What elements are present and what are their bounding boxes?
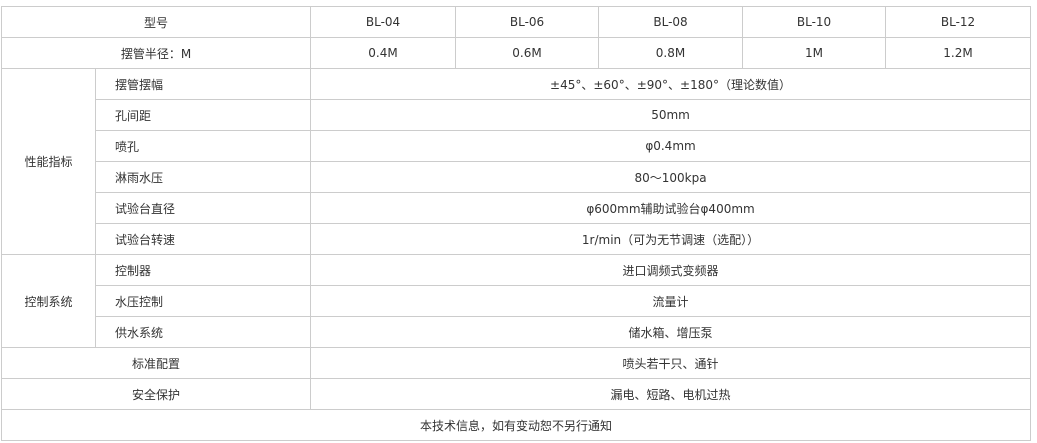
row-label: 孔间距 <box>94 99 312 131</box>
model-cell: BL-06 <box>455 6 600 38</box>
table-row: 试验台转速 1r/min（可为无节调速（选配）） <box>2 223 1032 255</box>
row-label: 供水系统 <box>94 316 312 348</box>
row-value: 80～100kpa <box>310 161 1032 193</box>
model-cell: BL-10 <box>742 6 887 38</box>
row-value: 50mm <box>310 99 1032 131</box>
row-value: φ0.4mm <box>310 130 1032 162</box>
radius-cell: 1M <box>742 37 887 69</box>
table-row: 供水系统 储水箱、增压泵 <box>2 316 1032 348</box>
safety-row: 安全保护 漏电、短路、电机过热 <box>0 378 1032 410</box>
standard-value: 喷头若干只、通针 <box>310 347 1032 379</box>
radius-cell: 0.6M <box>455 37 600 69</box>
row-label: 试验台转速 <box>94 223 312 255</box>
table-row: 喷孔 φ0.4mm <box>2 130 1032 162</box>
table-row: 淋雨水压 80～100kpa <box>2 161 1032 193</box>
safety-label: 安全保护 <box>0 378 312 410</box>
model-cell: BL-04 <box>310 6 457 38</box>
footer-note: 本技术信息，如有变动恕不另行通知 <box>0 409 1032 441</box>
table-row: 孔间距 50mm <box>2 99 1032 131</box>
model-row: 型号 BL-04 BL-06 BL-08 BL-10 BL-12 <box>0 6 1032 38</box>
row-value: ±45°、±60°、±90°、±180°（理论数值） <box>310 68 1032 100</box>
row-value: 流量计 <box>310 285 1032 317</box>
radius-cell: 1.2M <box>885 37 1032 69</box>
spec-table: 型号 BL-04 BL-06 BL-08 BL-10 BL-12 摆管半径：M … <box>0 6 1032 441</box>
model-cell: BL-08 <box>598 6 744 38</box>
row-value: 储水箱、增压泵 <box>310 316 1032 348</box>
radius-cell: 0.8M <box>598 37 744 69</box>
standard-label: 标准配置 <box>0 347 312 379</box>
model-label: 型号 <box>0 6 312 38</box>
radius-label: 摆管半径：M <box>0 37 312 69</box>
row-value: φ600mm辅助试验台φ400mm <box>310 192 1032 224</box>
model-cell: BL-12 <box>885 6 1032 38</box>
radius-row: 摆管半径：M 0.4M 0.6M 0.8M 1M 1.2M <box>0 37 1032 69</box>
row-label: 控制器 <box>94 254 312 286</box>
safety-value: 漏电、短路、电机过热 <box>310 378 1032 410</box>
row-label: 试验台直径 <box>94 192 312 224</box>
table-row: 水压控制 流量计 <box>2 285 1032 317</box>
footer-row: 本技术信息，如有变动恕不另行通知 <box>0 409 1032 441</box>
row-value: 进口调频式变频器 <box>310 254 1032 286</box>
row-value: 1r/min（可为无节调速（选配）） <box>310 223 1032 255</box>
table-row: 试验台直径 φ600mm辅助试验台φ400mm <box>2 192 1032 224</box>
row-label: 淋雨水压 <box>94 161 312 193</box>
performance-group: 性能指标 <box>1 68 96 255</box>
table-row: 性能指标 摆管摆幅 ±45°、±60°、±90°、±180°（理论数值） <box>1 68 1032 255</box>
table-row: 控制系统 控制器 进口调频式变频器 <box>1 254 1032 348</box>
standard-row: 标准配置 喷头若干只、通针 <box>0 347 1032 379</box>
radius-cell: 0.4M <box>310 37 457 69</box>
row-label: 摆管摆幅 <box>94 68 312 100</box>
control-group: 控制系统 <box>1 254 96 348</box>
row-label: 水压控制 <box>94 285 312 317</box>
row-label: 喷孔 <box>94 130 312 162</box>
